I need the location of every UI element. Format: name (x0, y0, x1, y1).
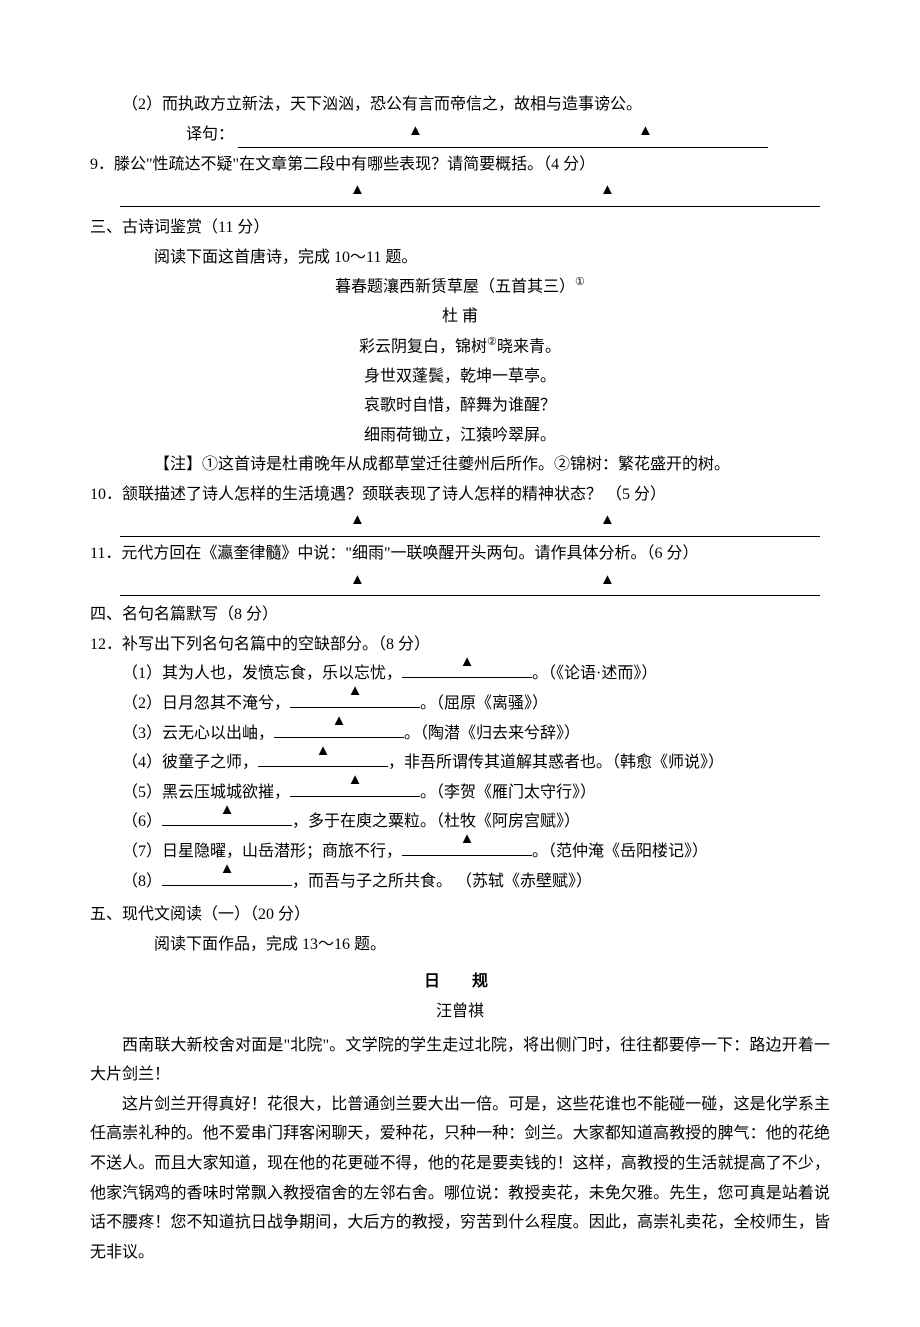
q11-blank: ▲ ▲ (120, 571, 820, 597)
poem-note: 【注】①这首诗是杜甫晚年从成都草堂迁往夔州后所作。②锦树：繁花盛开的树。 (90, 450, 830, 480)
q11-text: 11．元代方回在《瀛奎律髓》中说："细雨"一联唤醒开头两句。请作具体分析。（6 … (90, 539, 830, 569)
sec5-header: 五、现代文阅读（一）（20 分） (90, 900, 830, 930)
q12-pre: （8） (122, 873, 162, 890)
q12-pre: （4）彼童子之师， (122, 754, 258, 771)
sec3-instruction: 阅读下面这首唐诗，完成 10～11 题。 (90, 243, 830, 273)
q12-blank (162, 825, 292, 826)
poem-line: 哀歌时自惜，醉舞为谁醒？ (90, 391, 830, 421)
q12-pre: （5）黑云压城城欲摧， (122, 784, 290, 801)
tri-marker: ▲ (600, 507, 615, 535)
q10-blank: ▲ ▲ (120, 512, 820, 538)
article-title: 日 规 (90, 967, 830, 997)
q12-blank (162, 885, 292, 886)
q12-post: ，多于在庾之粟粒。（杜牧《阿房宫赋》） (292, 813, 580, 830)
tri-marker: ▲ (638, 118, 653, 146)
tri-marker: ▲ (600, 567, 615, 595)
q12-post: 。（李贺《雁门太守行》） (420, 784, 596, 801)
q12-item: （3）云无心以出岫， 。（陶潜《归去来兮辞》） (90, 719, 830, 749)
q12-items: （1）其为人也，发愤忘食，乐以忘忧，。（《论语·述而》） （2）日月忽其不淹兮， 。… (90, 659, 830, 896)
q12-blank (402, 855, 532, 856)
q12-blank (274, 737, 404, 738)
poem-line: 身世双蓬鬓，乾坤一草亭。 (90, 362, 830, 392)
tri-marker: ▲ (350, 177, 365, 205)
q12-post: ，而吾与子之所共食。 （苏轼《赤壁赋》） (292, 873, 592, 890)
q12-item: （7）日星隐曜，山岳潜形；商旅不行， 。（范仲淹《岳阳楼记》） (90, 837, 830, 867)
q12-item: （2）日月忽其不淹兮， 。（屈原《离骚》） (90, 689, 830, 719)
tri-marker: ▲ (350, 567, 365, 595)
q12-item: （5）黑云压城城欲摧， 。（李贺《雁门太守行》） (90, 778, 830, 808)
q12-item: （1）其为人也，发愤忘食，乐以忘忧，。（《论语·述而》） (90, 659, 830, 689)
q12-blank (290, 707, 420, 708)
poem-author: 杜 甫 (90, 302, 830, 332)
q12-item: （8） ，而吾与子之所共食。 （苏轼《赤壁赋》） (90, 867, 830, 897)
q9-text: 9．滕公"性疏达不疑"在文章第二段中有哪些表现？请简要概括。（4 分） (90, 150, 830, 180)
q12-blank (402, 677, 532, 678)
sec5-instruction: 阅读下面作品，完成 13～16 题。 (90, 930, 830, 960)
tri-marker: ▲ (350, 507, 365, 535)
q8-2-label: 译句： (186, 126, 234, 143)
poem-title: 暮春题瀼西新赁草屋（五首其三） (335, 278, 575, 295)
poem-title-sup: ① (575, 276, 585, 288)
q10-text: 10．颔联描述了诗人怎样的生活境遇？颈联表现了诗人怎样的精神状态？ （5 分） (90, 480, 830, 510)
article-paragraph: 这片剑兰开得真好！花很大，比普通剑兰要大出一倍。可是，这些花谁也不能碰一碰，这是… (90, 1090, 830, 1268)
sec4-header: 四、名句名篇默写（8 分） (90, 600, 830, 630)
q12-post: 。（范仲淹《岳阳楼记》） (532, 843, 708, 860)
poem-line: 细雨荷锄立，江猿吟翠屏。 (90, 421, 830, 451)
q12-post: 。（《论语·述而》） (532, 665, 657, 682)
q12-post: ，非吾所谓传其道解其惑者也。（韩愈《师说》） (388, 754, 724, 771)
q12-blank (290, 796, 420, 797)
q12-post: 。（陶潜《归去来兮辞》） (404, 725, 580, 742)
q12-pre: （2）日月忽其不淹兮， (122, 695, 290, 712)
poem-line: 彩云阴复白，锦树②晓来青。 (90, 332, 830, 362)
q9-blank: ▲ ▲ (120, 181, 820, 207)
q12-pre: （3）云无心以出岫， (122, 725, 274, 742)
tri-marker: ▲ (600, 177, 615, 205)
q12-post: 。（屈原《离骚》） (420, 695, 548, 712)
article-paragraph: 西南联大新校舍对面是"北院"。文学院的学生走过北院，将出侧门时，往往都要停一下：… (90, 1031, 830, 1090)
q12-item: （4）彼童子之师， ，非吾所谓传其道解其惑者也。（韩愈《师说》） (90, 748, 830, 778)
q8-2-text: （2）而执政方立新法，天下汹汹，恐公有言而帝信之，故相与造事谤公。 (90, 90, 830, 120)
q8-2-answer-row: 译句： ▲ ▲ (90, 120, 830, 150)
sec5-paras: 西南联大新校舍对面是"北院"。文学院的学生走过北院，将出侧门时，往往都要停一下：… (90, 1031, 830, 1268)
q12-pre: （7）日星隐曜，山岳潜形；商旅不行， (122, 843, 402, 860)
tri-marker: ▲ (408, 118, 423, 146)
q8-2-blank: ▲ ▲ (238, 122, 768, 148)
poem-lines: 彩云阴复白，锦树②晓来青。身世双蓬鬓，乾坤一草亭。哀歌时自惜，醉舞为谁醒？细雨荷… (90, 332, 830, 451)
article-author: 汪曾祺 (90, 997, 830, 1027)
q12-pre: （6） (122, 813, 162, 830)
sec3-header: 三、古诗词鉴赏（11 分） (90, 213, 830, 243)
q12-blank (258, 766, 388, 767)
poem-title-row: 暮春题瀼西新赁草屋（五首其三）① (90, 272, 830, 302)
